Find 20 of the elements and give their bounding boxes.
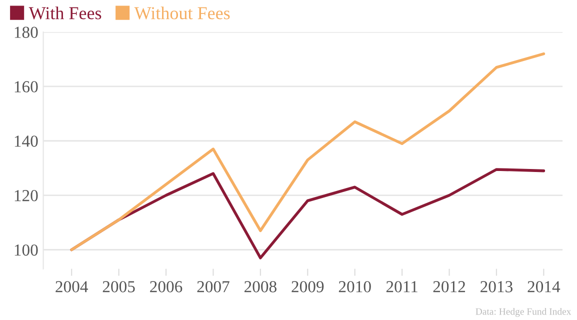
x-tick-label: 2010 — [338, 281, 371, 292]
x-tick-label: 2005 — [102, 281, 135, 292]
x-tick-label: 2013 — [480, 281, 512, 292]
legend-label: With Fees — [28, 6, 102, 20]
x-tick-label: 2009 — [292, 281, 324, 292]
x-tick-label: 2006 — [150, 281, 182, 292]
x-tick-label: 2007 — [197, 281, 230, 292]
x-tick-label: 2012 — [433, 281, 466, 292]
y-tick-label: 180 — [14, 26, 38, 38]
x-tick-label: 2004 — [56, 281, 88, 292]
x-tick-label: 2008 — [244, 281, 276, 292]
text: Data: Hedge Fund Index — [476, 308, 572, 317]
legend-label: Without Fees — [134, 6, 230, 20]
y-tick-label: 140 — [14, 136, 38, 147]
x-tick-label: 2011 — [386, 281, 418, 292]
y-tick-label: 100 — [14, 244, 38, 256]
x-tick-label: 2014 — [528, 281, 560, 292]
line-series — [70, 52, 546, 252]
y-tick-label: 120 — [14, 190, 38, 202]
y-tick-label: 160 — [14, 81, 38, 92]
